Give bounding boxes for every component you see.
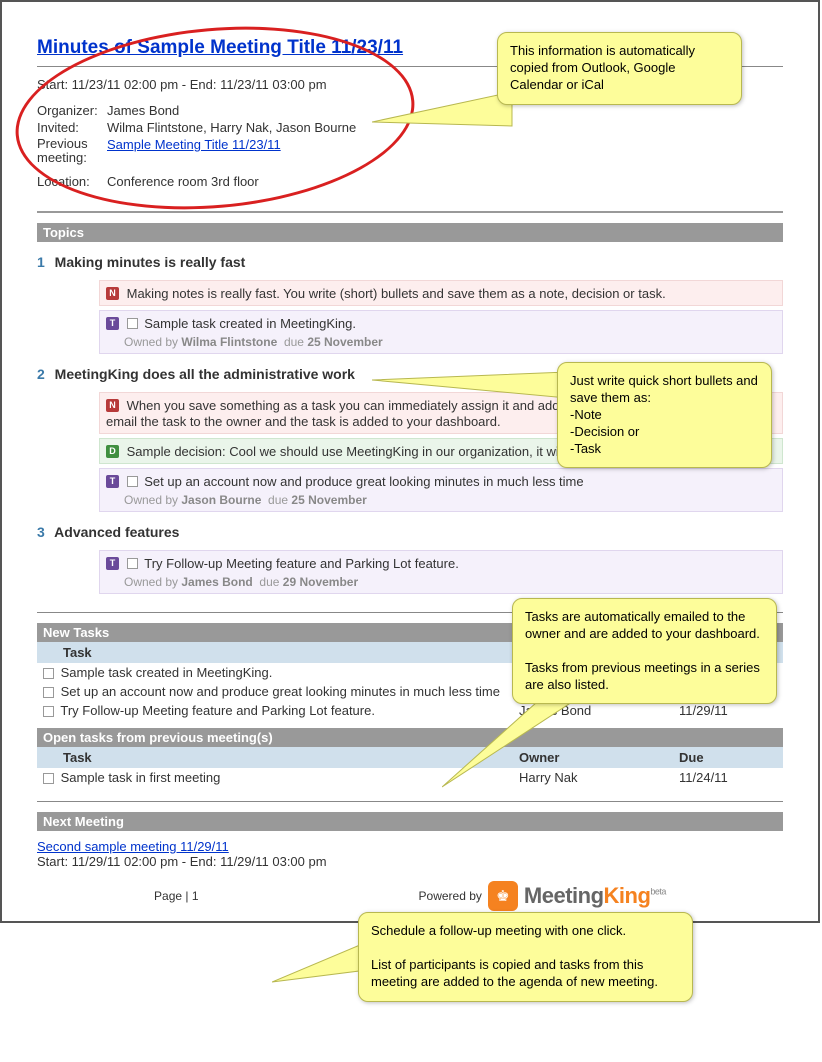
meetingking-logo-text[interactable]: MeetingKingbeta — [524, 883, 666, 909]
task-cell-due: 11/24/11 — [673, 768, 783, 787]
task-item: T Sample task created in MeetingKing. Own… — [99, 310, 783, 354]
item-text: Making notes is really fast. You write (… — [127, 286, 666, 301]
item-text: Sample task created in MeetingKing. — [144, 316, 356, 331]
open-tasks-section-header: Open tasks from previous meeting(s) — [37, 728, 783, 747]
item-text: Set up an account now and produce great … — [144, 474, 583, 489]
topic-number: 1 — [37, 254, 45, 270]
task-badge-icon: T — [106, 475, 119, 488]
task-badge-icon: T — [106, 317, 119, 330]
meetingking-logo-icon: ♚ — [488, 881, 518, 911]
topic-title: 3 Advanced features — [37, 524, 783, 540]
task-cell-text: Sample task in first meeting — [61, 770, 221, 785]
next-meeting-link[interactable]: Second sample meeting 11/29/11 — [37, 839, 229, 854]
task-checkbox[interactable] — [43, 668, 54, 679]
tasks-end-divider — [37, 801, 783, 802]
organizer-value: James Bond — [107, 103, 179, 118]
task-meta: Owned by Wilma Flintstone due 25 Novembe… — [124, 335, 776, 349]
task-checkbox[interactable] — [43, 773, 54, 784]
note-badge-icon: N — [106, 399, 119, 412]
topic-number: 2 — [37, 366, 45, 382]
next-meeting-time-range: Start: 11/29/11 02:00 pm - End: 11/29/11… — [37, 854, 327, 869]
topic-number: 3 — [37, 524, 45, 540]
task-item: T Set up an account now and produce grea… — [99, 468, 783, 512]
item-text: Try Follow-up Meeting feature and Parkin… — [144, 556, 459, 571]
logo-beta-text: beta — [650, 887, 666, 897]
next-meeting-section-header: Next Meeting — [37, 812, 783, 831]
logo-king-text: King — [604, 883, 651, 908]
task-checkbox[interactable] — [127, 476, 138, 487]
invited-value: Wilma Flintstone, Harry Nak, Jason Bourn… — [107, 120, 356, 135]
task-badge-icon: T — [106, 557, 119, 570]
previous-meeting-label: Previous meeting: — [37, 137, 107, 166]
task-checkbox[interactable] — [127, 558, 138, 569]
topic-title: 1 Making minutes is really fast — [37, 254, 783, 270]
previous-meeting-link[interactable]: Sample Meeting Title 11/23/11 — [107, 137, 281, 152]
footer-page-number: Page | 1 — [154, 889, 198, 903]
topic: 3 Advanced features T Try Follow-up Meeti… — [37, 524, 783, 594]
organizer-label: Organizer: — [37, 103, 107, 118]
new-tasks-col-task: Task — [37, 642, 513, 663]
meeting-title-link[interactable]: Minutes of Sample Meeting Title 11/23/11 — [37, 37, 403, 59]
task-checkbox[interactable] — [127, 318, 138, 329]
callout-bullets: Just write quick short bullets and save … — [557, 362, 772, 468]
topics-section-header: Topics — [37, 223, 783, 242]
task-checkbox[interactable] — [43, 706, 54, 717]
note-item: N Making notes is really fast. You write… — [99, 280, 783, 306]
task-cell-text: Set up an account now and produce great … — [61, 684, 500, 699]
task-meta: Owned by James Bond due 29 November — [124, 575, 776, 589]
location-value: Conference room 3rd floor — [107, 174, 259, 189]
task-checkbox[interactable] — [43, 687, 54, 698]
footer-powered-by-label: Powered by — [419, 889, 482, 903]
task-cell-text: Sample task created in MeetingKing. — [61, 665, 273, 680]
invited-label: Invited: — [37, 120, 107, 135]
location-label: Location: — [37, 174, 107, 189]
logo-meeting-text: Meeting — [524, 883, 604, 908]
open-tasks-col-due: Due — [673, 747, 783, 768]
callout-followup: Schedule a follow-up meeting with one cl… — [358, 912, 693, 1002]
callout-tail-3 — [442, 702, 582, 792]
table-row: Sample task in first meetingHarry Nak11/… — [37, 768, 783, 787]
task-meta: Owned by Jason Bourne due 25 November — [124, 493, 776, 507]
callout-tail-4 — [272, 942, 372, 992]
header-divider — [37, 211, 783, 213]
task-cell-text: Try Follow-up Meeting feature and Parkin… — [60, 703, 375, 718]
callout-header-info: This information is automatically copied… — [497, 32, 742, 105]
callout-tail-2 — [372, 372, 572, 422]
task-item: T Try Follow-up Meeting feature and Park… — [99, 550, 783, 594]
topic: 1 Making minutes is really fast N Making … — [37, 254, 783, 354]
callout-tasks-emailed: Tasks are automatically emailed to the o… — [512, 598, 777, 704]
open-tasks-table: Task Owner Due Sample task in first meet… — [37, 747, 783, 787]
note-badge-icon: N — [106, 287, 119, 300]
decision-badge-icon: D — [106, 445, 119, 458]
